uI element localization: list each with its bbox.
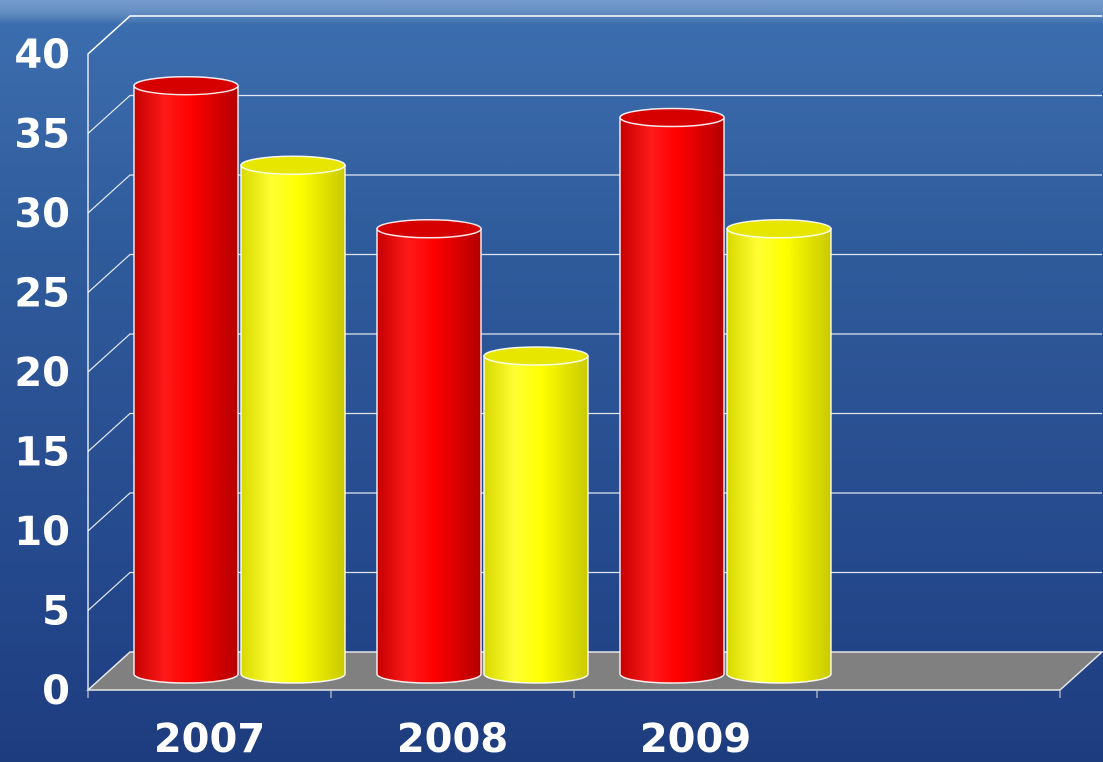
y-tick-label: 10	[14, 509, 70, 555]
y-tick-label: 20	[14, 350, 70, 396]
y-tick-label: 25	[14, 271, 70, 317]
bar-top	[726, 219, 832, 239]
bar-body	[376, 228, 482, 684]
x-category-label: 2009	[640, 716, 751, 762]
bar-body	[483, 355, 589, 684]
gridline	[87, 333, 1102, 373]
bars	[133, 75, 832, 684]
bar-top	[240, 155, 346, 175]
bar-top	[133, 75, 239, 96]
gridline	[87, 15, 1102, 55]
gridline	[87, 253, 1102, 293]
bar	[619, 107, 725, 684]
bar	[483, 346, 589, 684]
bar-top	[619, 107, 725, 128]
bar-body	[133, 84, 239, 684]
bar-body	[240, 164, 346, 684]
bar-body	[726, 228, 832, 684]
y-tick-label: 5	[42, 589, 70, 635]
y-tick-label: 35	[14, 112, 70, 158]
bar	[376, 219, 482, 684]
gridline	[87, 174, 1102, 214]
gridline	[87, 571, 1102, 611]
gridline	[87, 492, 1102, 532]
y-axis-ticks: 0 5 10 15 20 25 30 35 40	[14, 32, 70, 714]
gridlines	[87, 15, 1102, 611]
bar-body	[619, 116, 725, 684]
gridline	[87, 412, 1102, 452]
y-tick-label: 30	[14, 191, 70, 237]
bar-top	[483, 346, 589, 366]
chart-floor	[86, 651, 1103, 698]
gridline	[87, 94, 1102, 134]
x-axis-ticks: 2007 2008 2009	[154, 716, 751, 762]
y-tick-label: 15	[14, 430, 70, 476]
y-tick-label: 0	[42, 668, 70, 714]
bar	[726, 219, 832, 684]
x-category-label: 2007	[154, 716, 265, 762]
bar	[133, 75, 239, 684]
y-tick-label: 40	[14, 32, 70, 78]
bar-top	[376, 219, 482, 239]
x-category-label: 2008	[397, 716, 508, 762]
floor-plane	[86, 651, 1103, 691]
bar	[240, 155, 346, 684]
